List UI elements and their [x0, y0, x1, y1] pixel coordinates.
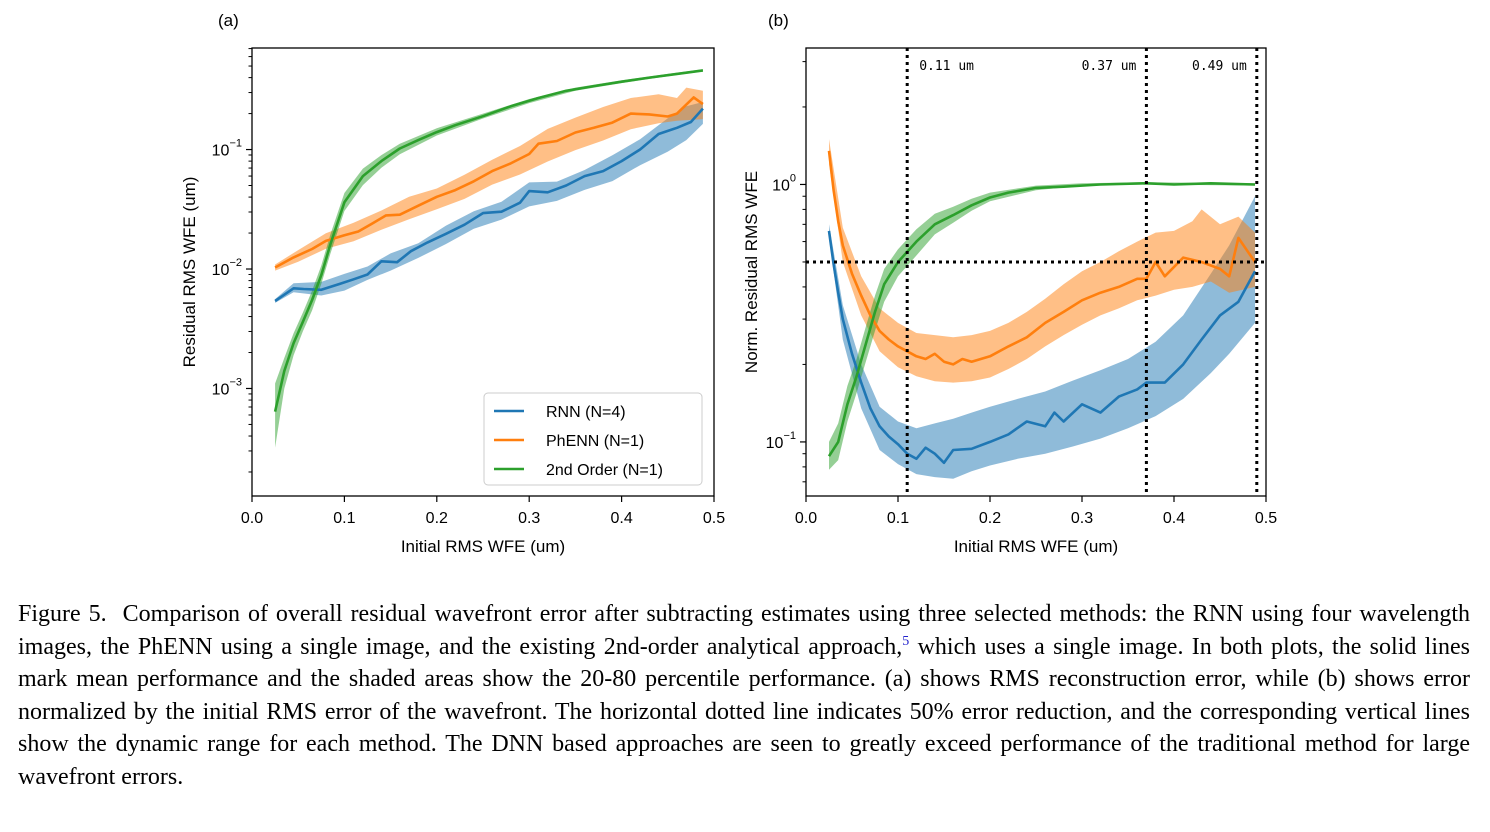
- percentile-band-rnn: [829, 196, 1255, 479]
- mean-line-rnn: [827, 230, 1257, 465]
- axes-frame: [251, 47, 715, 497]
- x-axis-label: Initial RMS WFE (um): [954, 537, 1118, 556]
- y-axis-label: Residual RMS WFE (um): [180, 177, 199, 368]
- x-axis-label: Initial RMS WFE (um): [401, 537, 565, 556]
- x-tick-label: 0.4: [610, 510, 632, 527]
- y-tick-label: 100: [772, 172, 796, 194]
- caption-text-part-1: Comparison of overall residual wavefront…: [18, 601, 1471, 660]
- caption-text-part-2: which uses a single image. In both plots…: [18, 633, 1471, 790]
- axes-frame: [805, 47, 1267, 497]
- percentile-band-phenn: [829, 139, 1255, 383]
- dynamic-range-label: 0.49 um: [1192, 59, 1247, 74]
- legend-label: 2nd Order (N=1): [546, 462, 663, 479]
- dynamic-range-label: 0.37 um: [1082, 59, 1137, 74]
- x-tick-label: 0.3: [1071, 510, 1093, 527]
- x-tick-label: 0.5: [703, 510, 725, 527]
- plot-area: [827, 139, 1257, 479]
- x-tick-label: 0.4: [1163, 510, 1185, 527]
- figure: 0.0 0.1 0.2 0.3 0.4 0.5 10−1 10−2 10−3 Initial RM…: [180, 11, 1277, 556]
- panel-label: (b): [768, 11, 789, 30]
- legend: RNN (N=4) PhENN (N=1) 2nd Order (N=1): [483, 392, 703, 486]
- mean-line-2nd: [827, 182, 1256, 457]
- figure-caption: Figure 5. Comparison of overall residual…: [18, 598, 1470, 793]
- plot-area: [273, 69, 704, 448]
- y-tick-label: 10−2: [212, 257, 242, 279]
- panel-b: 0.11 um 0.37 um 0.49 um 0.0 0.1 0.2 0.3 0.4 0.5 1…: [742, 11, 1277, 556]
- x-tick-label: 0.1: [333, 510, 355, 527]
- percentile-band-2nd: [275, 69, 703, 448]
- legend-box: [483, 392, 703, 486]
- x-tick-label: 0.2: [426, 510, 448, 527]
- mean-line-rnn: [274, 107, 704, 303]
- legend-label: RNN (N=4): [546, 404, 626, 421]
- mean-line-2nd: [273, 69, 704, 412]
- y-tick-label: 10−1: [766, 430, 796, 452]
- caption-reference-link[interactable]: 5: [902, 633, 910, 649]
- y-tick-label: 10−3: [212, 376, 242, 398]
- panel-label: (a): [218, 11, 239, 30]
- legend-label: PhENN (N=1): [546, 433, 644, 450]
- x-tick-label: 0.0: [795, 510, 817, 527]
- x-tick-label: 0.2: [979, 510, 1001, 527]
- y-tick-label: 10−1: [212, 138, 242, 160]
- dynamic-range-label: 0.11 um: [919, 59, 974, 74]
- caption-figure-label: Figure 5.: [18, 601, 107, 627]
- y-axis-label: Norm. Residual RMS WFE: [742, 171, 761, 373]
- panel-a: 0.0 0.1 0.2 0.3 0.4 0.5 10−1 10−2 10−3 Initial RM…: [180, 11, 725, 556]
- x-tick-label: 0.5: [1255, 510, 1277, 527]
- mean-line-phenn: [274, 96, 704, 269]
- x-tick-label: 0.0: [241, 510, 263, 527]
- percentile-band-phenn: [275, 87, 703, 271]
- x-tick-label: 0.3: [518, 510, 540, 527]
- percentile-band-rnn: [275, 102, 703, 303]
- mean-line-phenn: [827, 150, 1257, 366]
- x-tick-label: 0.1: [887, 510, 909, 527]
